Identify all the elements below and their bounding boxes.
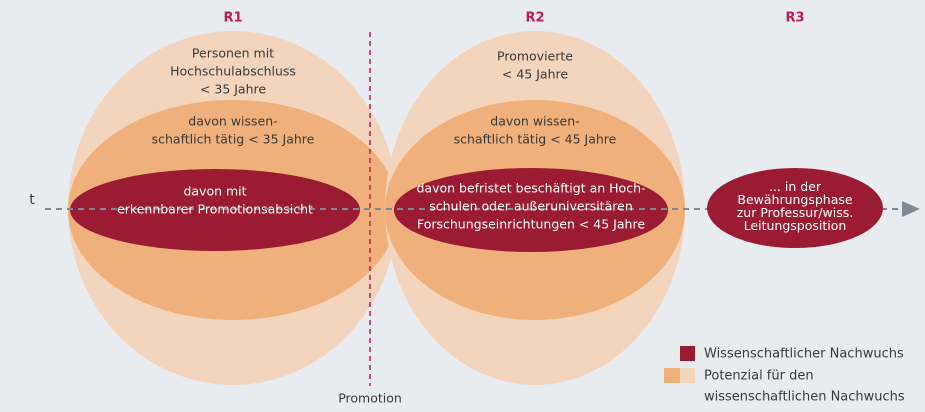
r3-ellipse [707, 168, 883, 248]
ellipse-text: schaftlich tätig < 35 Jahre [152, 132, 315, 147]
ellipse-text: < 35 Jahre [200, 82, 266, 97]
legend: Wissenschaftlicher Nachwuchs Potenzial f… [664, 346, 905, 405]
ellipse-text: ... in der [769, 179, 822, 194]
legend-swatch [664, 368, 680, 383]
ellipse-text: davon befristet beschäftigt an Hoch- [416, 181, 645, 196]
ellipse-text: Personen mit [192, 46, 274, 61]
ellipse-text: schaftlich tätig < 45 Jahre [454, 132, 617, 147]
ellipse-text: schulen oder außeruniversitären [429, 199, 633, 214]
milestone-label: Promotion [338, 391, 402, 406]
ellipse-text: < 45 Jahre [502, 67, 568, 82]
ellipse-text: zur Professur/wiss. [737, 205, 854, 220]
ellipse-text: Leitungsposition [744, 218, 847, 233]
legend-swatch [680, 368, 695, 383]
region-label: R1 [223, 11, 242, 26]
ellipse-text: davon wissen- [490, 114, 579, 129]
legend-label: wissenschaftlichen Nachwuchs [704, 390, 905, 405]
legend-swatch [680, 346, 695, 361]
ellipse-text: Hochschulabschluss [170, 64, 296, 79]
ellipse-text: Bewährungsphase [737, 192, 853, 207]
ellipse-text: davon wissen- [188, 114, 277, 129]
legend-label: Potenzial für den [704, 369, 814, 384]
region-label: R3 [785, 11, 804, 26]
ellipse-text: Forschungseinrichtungen < 45 Jahre [417, 217, 645, 232]
ellipse-text: davon mit [183, 184, 246, 199]
ellipse-text: erkennbarer Promotionsabsicht [117, 202, 313, 217]
ellipse-text: Promovierte [497, 49, 573, 64]
legend-label: Wissenschaftlicher Nachwuchs [704, 347, 904, 362]
region-label: R2 [525, 11, 544, 26]
ellipse-labels: Personen mit Hochschulabschluss < 35 Jahre… [117, 46, 853, 234]
axis-label: t [29, 192, 35, 208]
